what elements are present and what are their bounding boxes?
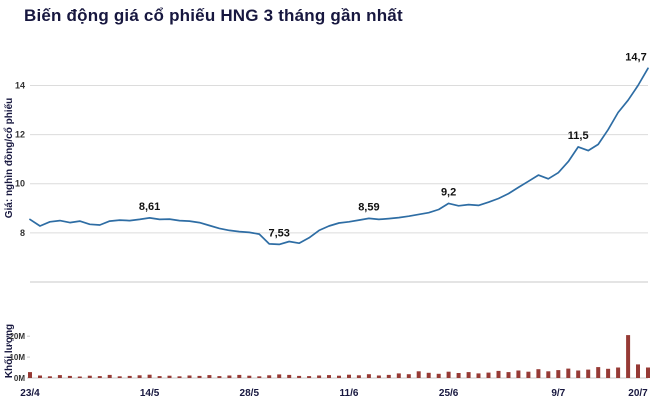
svg-text:10: 10 [15, 179, 25, 189]
volume-bar [307, 376, 312, 378]
volume-bar [117, 376, 122, 378]
volume-bar [147, 374, 152, 378]
svg-text:0M: 0M [14, 374, 25, 383]
volume-bar [496, 370, 501, 378]
volume-bar [97, 376, 102, 378]
volume-bar [47, 376, 52, 378]
volume-bar [197, 375, 202, 378]
volume-bar [506, 372, 511, 378]
volume-bar [157, 376, 162, 378]
volume-bar [107, 374, 112, 378]
volume-bar [416, 371, 421, 378]
volume-bar [177, 376, 182, 378]
volume-bar [616, 367, 621, 378]
volume-bar [456, 373, 461, 378]
volume-bar [317, 375, 322, 378]
volume-bar [287, 374, 292, 378]
svg-text:8: 8 [20, 228, 25, 238]
x-tick-label: 11/6 [339, 388, 359, 399]
volume-bar [546, 371, 551, 378]
volume-bar [327, 375, 331, 378]
svg-text:20M: 20M [9, 332, 25, 341]
volume-bar [516, 370, 521, 378]
x-axis: 23/4 14/5 28/5 11/6 25/6 9/7 20/7 [0, 388, 660, 406]
x-tick-label: 23/4 [20, 388, 40, 399]
volume-bar [297, 375, 302, 378]
volume-bar [247, 375, 252, 378]
price-annotation: 7,53 [268, 227, 289, 239]
volume-bar [28, 372, 32, 378]
volume-bar [636, 364, 640, 378]
volume-bar [606, 368, 611, 378]
volume-bar [187, 375, 192, 378]
volume-bar [376, 375, 381, 378]
volume-bar [386, 374, 391, 378]
svg-text:14: 14 [15, 81, 25, 91]
x-tick-label: 28/5 [239, 388, 260, 399]
volume-bar [227, 375, 232, 378]
volume-bar [566, 368, 571, 378]
volume-bar [626, 335, 631, 378]
volume-bar [67, 375, 72, 378]
chart-title: Biến động giá cổ phiếu HNG 3 tháng gần n… [24, 6, 403, 25]
volume-bar [576, 370, 581, 378]
price-annotation: 9,2 [441, 186, 456, 198]
volume-bar [366, 374, 371, 378]
volume-bar [486, 372, 491, 378]
volume-bar [217, 376, 222, 378]
volume-bar [586, 369, 591, 378]
volume-bar [556, 370, 561, 378]
volume-bar [526, 371, 531, 378]
volume-bar [87, 375, 92, 378]
x-tick-label: 9/7 [551, 388, 566, 399]
volume-bar [167, 375, 172, 378]
price-annotation: 8,61 [139, 201, 160, 213]
volume-bar [207, 375, 212, 378]
volume-chart: 0M 10M 20M [9, 332, 650, 383]
x-tick-label: 20/7 [628, 388, 648, 399]
volume-bar [426, 372, 431, 378]
x-tick-label: 14/5 [139, 388, 160, 399]
svg-text:10M: 10M [9, 353, 25, 362]
volume-bar [446, 371, 451, 378]
svg-text:12: 12 [15, 130, 25, 140]
volume-bar [646, 367, 650, 378]
volume-bar [127, 375, 132, 378]
volume-bar [277, 374, 282, 378]
volume-bar [38, 375, 42, 378]
volume-bar [57, 375, 62, 378]
price-chart: 8 10 12 14 8,61 7,53 8,59 9,2 11,5 14,7 [15, 51, 649, 283]
volume-bar [237, 374, 242, 378]
volume-bar [257, 376, 262, 378]
volume-bar [436, 373, 441, 378]
price-annotation: 11,5 [568, 130, 589, 142]
x-tick-label: 25/6 [438, 388, 459, 399]
volume-bar [596, 367, 601, 378]
price-annotation: 14,7 [625, 51, 646, 63]
price-annotation: 8,59 [358, 201, 379, 213]
volume-bar [347, 374, 351, 378]
volume-bar [536, 369, 541, 378]
volume-bar [337, 375, 341, 378]
volume-bar [466, 372, 471, 378]
volume-bar [356, 375, 361, 378]
volume-bar [396, 373, 401, 378]
volume-bar [267, 375, 272, 378]
volume-bar [77, 376, 82, 378]
volume-bar [406, 374, 411, 378]
volume-bar [137, 375, 142, 378]
volume-bar [476, 373, 481, 378]
